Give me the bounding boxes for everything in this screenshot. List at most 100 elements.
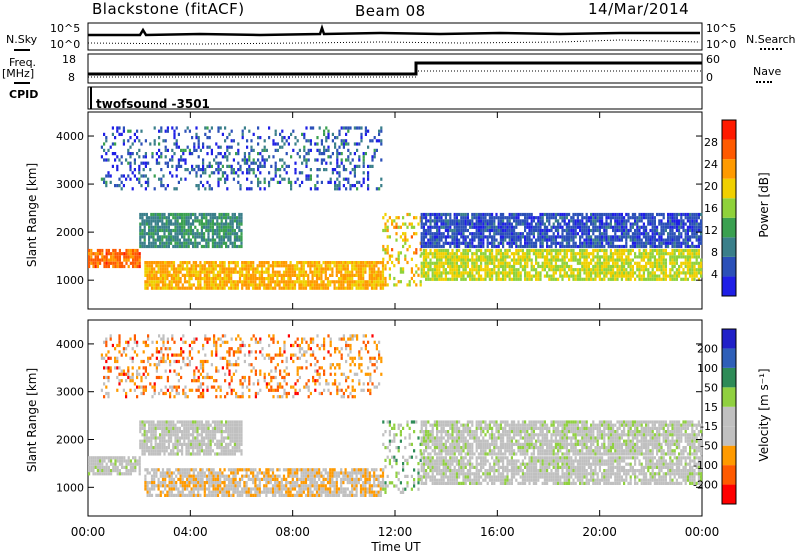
data-cell-band-5 xyxy=(197,155,200,159)
data-cell-band-2 xyxy=(148,267,151,271)
data-cell-band-6 xyxy=(592,232,595,236)
data-cell-band-1 xyxy=(154,244,157,249)
data-cell-band-4 xyxy=(541,255,544,259)
data-cell-band-6 xyxy=(680,244,683,249)
data-cell-band-4 xyxy=(596,261,599,265)
data-cell-band-1 xyxy=(198,235,201,239)
data-cell-band-2 xyxy=(263,270,266,274)
data-cell-band-6 xyxy=(568,228,571,233)
data-cell-band-5 xyxy=(210,126,213,130)
data-cell-band-5 xyxy=(239,184,242,188)
data-cell-band-5 xyxy=(195,136,198,140)
data-cell-band-2 xyxy=(280,261,283,265)
data-cell-band-5 xyxy=(272,155,275,159)
data-cell-band-0 xyxy=(127,459,130,463)
data-cell-band-5 xyxy=(257,158,260,162)
data-cell-band-2 xyxy=(287,286,290,290)
data-cell-band-5 xyxy=(166,184,169,188)
data-cell-band-5 xyxy=(364,132,367,136)
data-cell-band-2 xyxy=(285,286,288,290)
data-cell-band-4 xyxy=(563,261,566,265)
data-cell-band-4 xyxy=(583,248,586,253)
data-cell-band-1 xyxy=(216,228,219,233)
data-cell-band-4 xyxy=(616,261,619,265)
data-cell-band-4 xyxy=(616,248,619,253)
data-cell-band-6 xyxy=(618,222,621,226)
data-cell-band-5 xyxy=(375,187,378,191)
data-cell-band-5 xyxy=(133,161,136,165)
data-cell-band-1 xyxy=(207,439,210,443)
data-cell-band-6 xyxy=(603,222,606,226)
data-cell-band-5 xyxy=(122,174,125,178)
data-cell-band-4 xyxy=(449,261,452,265)
power-panel xyxy=(87,111,703,310)
data-cell-band-6 xyxy=(427,225,430,229)
data-cell-band-1 xyxy=(139,420,142,424)
data-cell-band-4 xyxy=(583,277,586,281)
data-cell-band-4 xyxy=(574,258,577,262)
data-cell-band-1 xyxy=(159,212,162,217)
data-cell-band-1 xyxy=(181,235,184,239)
data-cell-band-2 xyxy=(179,270,182,274)
data-cell-band-3 xyxy=(393,225,396,229)
data-cell-band-2 xyxy=(322,267,325,271)
data-cell-band-6 xyxy=(491,222,494,226)
data-cell-band-5 xyxy=(303,158,306,162)
data-cell-band-6 xyxy=(486,219,489,223)
data-cell-band-4 xyxy=(453,277,456,281)
data-cell-band-4 xyxy=(583,252,586,256)
data-cell-band-5 xyxy=(166,164,169,168)
data-cell-band-2 xyxy=(335,264,338,268)
data-cell-band-5 xyxy=(367,177,370,181)
data-cell-band-4 xyxy=(649,252,652,256)
data-cell-band-1 xyxy=(196,442,199,446)
data-cell-band-2 xyxy=(269,280,272,284)
data-cell-band-2 xyxy=(311,261,314,265)
data-cell-band-2 xyxy=(289,270,292,274)
data-cell-band-1 xyxy=(145,222,148,226)
data-cell-band-4 xyxy=(484,268,487,272)
data-cell-band-6 xyxy=(636,222,639,226)
data-cell-band-5 xyxy=(221,132,224,136)
data-cell-band-0 xyxy=(92,258,95,262)
data-cell-band-1 xyxy=(227,420,230,424)
data-cell-band-6 xyxy=(618,219,621,223)
data-cell-band-4 xyxy=(519,261,522,265)
data-cell-band-5 xyxy=(188,129,191,133)
data-cell-band-5 xyxy=(138,155,141,159)
data-cell-band-0 xyxy=(99,258,102,262)
data-cell-band-4 xyxy=(436,255,439,259)
data-cell-band-4 xyxy=(480,268,483,272)
data-cell-band-6 xyxy=(427,219,430,223)
data-cell-band-6 xyxy=(686,219,689,223)
data-cell-band-3 xyxy=(404,222,407,226)
data-cell-band-4 xyxy=(438,252,441,256)
data-cell-band-2 xyxy=(172,273,176,277)
data-cell-band-1 xyxy=(227,446,230,450)
data-cell-band-0 xyxy=(96,258,99,262)
data-cell-band-6 xyxy=(513,238,516,242)
data-cell-band-0 xyxy=(101,456,104,460)
data-cell-band-5 xyxy=(175,164,178,168)
data-cell-band-0 xyxy=(101,462,104,466)
data-cell-band-2 xyxy=(179,267,182,271)
data-cell-band-4 xyxy=(521,252,524,256)
data-cell-band-6 xyxy=(464,212,467,217)
data-cell-band-2 xyxy=(370,270,374,274)
data-cell-band-2 xyxy=(335,261,338,265)
data-cell-band-6 xyxy=(559,244,562,249)
data-cell-band-6 xyxy=(614,228,617,233)
data-cell-band-4 xyxy=(651,271,654,275)
data-cell-band-1 xyxy=(185,442,188,446)
data-cell-band-4 xyxy=(455,252,458,256)
data-cell-band-3 xyxy=(391,219,394,223)
data-cell-band-6 xyxy=(425,235,428,239)
data-cell-band-5 xyxy=(323,158,326,162)
data-cell-band-1 xyxy=(143,426,146,430)
data-cell-band-1 xyxy=(216,426,219,430)
data-cell-band-5 xyxy=(217,126,220,130)
data-cell-band-5 xyxy=(360,139,363,143)
data-cell-band-4 xyxy=(700,271,703,275)
data-cell-band-6 xyxy=(557,241,560,245)
data-cell-band-2 xyxy=(346,283,349,287)
